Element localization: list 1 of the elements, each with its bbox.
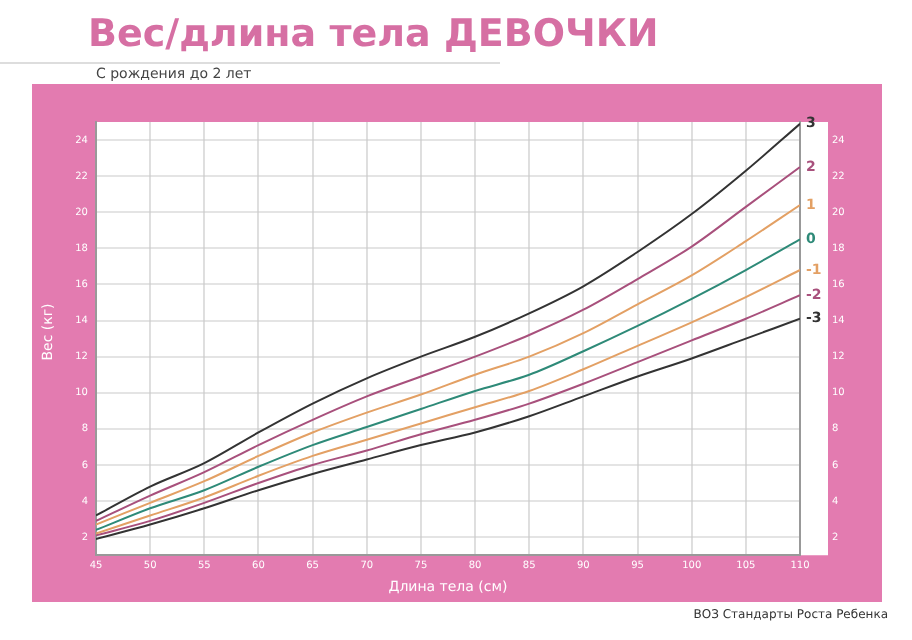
chart-title: Вес/длина тела ДЕВОЧКИ <box>88 12 659 56</box>
